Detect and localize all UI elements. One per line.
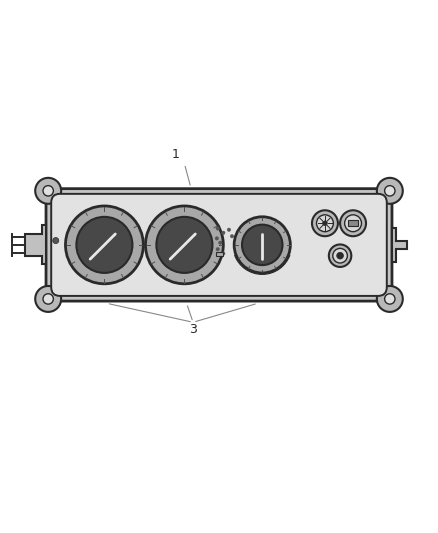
Circle shape	[43, 185, 53, 196]
Circle shape	[377, 286, 403, 312]
Polygon shape	[392, 228, 407, 262]
Circle shape	[340, 211, 366, 236]
Polygon shape	[25, 225, 46, 264]
Circle shape	[333, 248, 347, 263]
FancyBboxPatch shape	[46, 189, 392, 301]
FancyBboxPatch shape	[51, 194, 387, 296]
Circle shape	[242, 224, 283, 265]
Circle shape	[66, 206, 143, 284]
Text: 1: 1	[172, 148, 180, 160]
Circle shape	[35, 178, 61, 204]
Circle shape	[385, 185, 395, 196]
Circle shape	[216, 247, 219, 251]
Circle shape	[323, 221, 327, 225]
Circle shape	[337, 252, 343, 259]
Circle shape	[219, 241, 222, 245]
Circle shape	[329, 245, 351, 267]
Circle shape	[317, 215, 333, 232]
Circle shape	[156, 217, 212, 273]
Circle shape	[53, 238, 59, 244]
Bar	[348, 220, 358, 227]
Circle shape	[230, 235, 234, 238]
Bar	[216, 252, 223, 256]
Circle shape	[377, 178, 403, 204]
Circle shape	[345, 215, 361, 232]
Circle shape	[312, 211, 338, 236]
Text: 3: 3	[189, 322, 197, 336]
Circle shape	[215, 237, 219, 240]
Circle shape	[234, 217, 290, 273]
Circle shape	[216, 227, 219, 230]
Circle shape	[76, 217, 132, 273]
Circle shape	[35, 286, 61, 312]
Circle shape	[145, 206, 223, 284]
Circle shape	[222, 252, 225, 255]
Circle shape	[222, 231, 225, 235]
Circle shape	[385, 294, 395, 304]
Circle shape	[43, 294, 53, 304]
Circle shape	[227, 228, 231, 231]
